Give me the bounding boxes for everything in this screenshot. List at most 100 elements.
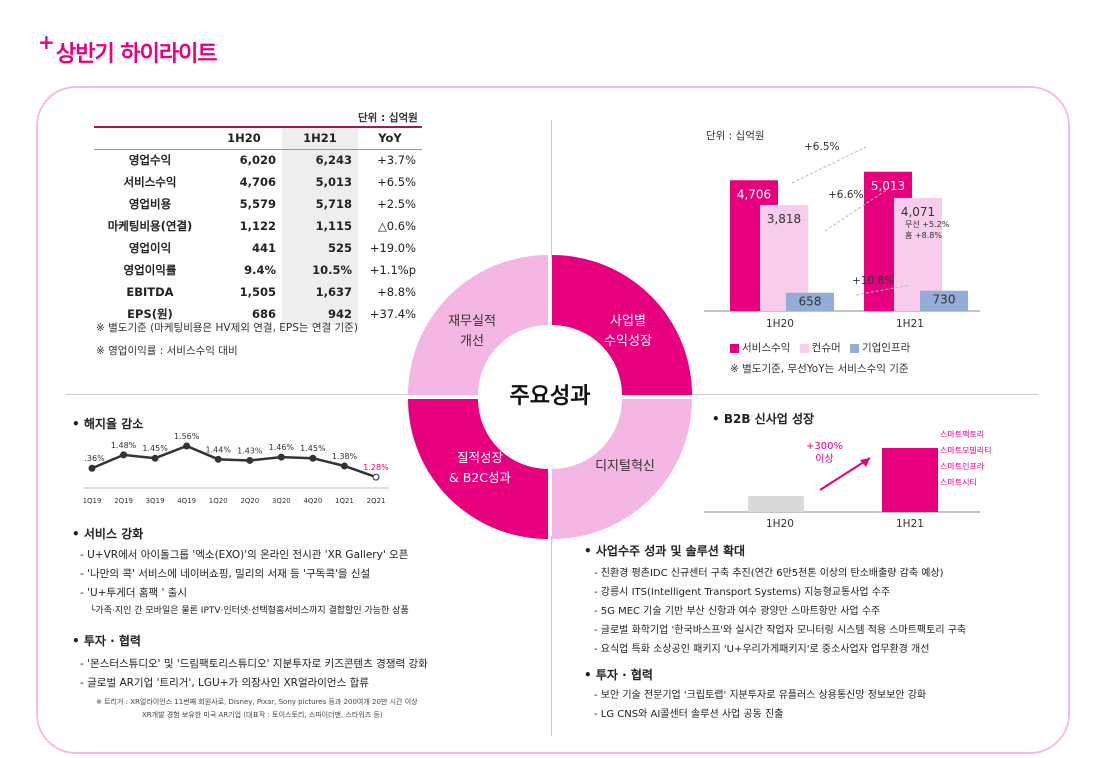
rev-pct-top: +6.5% [804, 141, 840, 153]
label: 마케팅비용(연결) [107, 219, 193, 233]
table-header-row: 1H20 1H21 YoY [94, 126, 422, 150]
b2b-segments: 스마트팩토리 스마트모빌리티 스마트인프라 스마트시티 [940, 427, 992, 491]
list-item: - 강릉시 ITS(Intelligent Transport Systems)… [594, 587, 891, 598]
churn-point-4 [214, 455, 222, 463]
services-heading-text: 서비스 강화 [83, 527, 144, 541]
rev-connector-top [791, 146, 867, 184]
orders-heading: • 사업수주 성과 및 솔루션 확대 [584, 544, 746, 558]
label: 영업이익 [128, 241, 172, 255]
list-item: - '나만의 콕' 서비스에 네이버쇼핑, 밀리의 서재 등 '구독콕'을 신설 [80, 568, 371, 580]
donut-q2-business [552, 255, 692, 395]
list-item: - 글로벌 AR기업 '트리거', LGU+가 의장사인 XR얼라이언스 합류 [80, 677, 369, 689]
churn-point-8 [340, 462, 348, 470]
churn-line [91, 444, 377, 479]
services-heading: • 서비스 강화 [72, 527, 144, 541]
invest-right-heading-text: 투자 · 협력 [595, 668, 653, 682]
invest-right-heading: • 투자 · 협력 [584, 668, 653, 682]
cell-yoy: +1.1%p [369, 263, 416, 277]
table-row: EPS(원) 686 942 +37.4% [94, 303, 422, 325]
divider-top [551, 120, 552, 258]
rev-home-line: 홈 +8.8% [905, 231, 942, 240]
churn-value-label-2: 1.45% [142, 444, 168, 453]
donut-q2-label: 사업별 수익성장 [588, 312, 668, 352]
list-item: - 요식업 특화 소상공인 패키지 'U+우리가게패키지'로 중소사업자 업무환… [594, 644, 930, 655]
cell-1h21: 6,243 [282, 149, 358, 171]
label: EPS(원) [127, 307, 173, 321]
cell-1h21: 1,115 [282, 215, 358, 237]
list-item: - '몬스터스튜디오' 및 '드림팩토리스튜디오' 지분투자로 키즈콘텐츠 경쟁… [80, 658, 428, 670]
table-header [94, 126, 206, 150]
label: 서비스수익 [123, 175, 177, 189]
churn-point-3 [183, 442, 191, 450]
list-item: - 'U+투게더 홈팩 ' 출시 [80, 587, 188, 599]
b2b-growth-arrow [819, 457, 871, 491]
cell-yoy: +37.4% [369, 307, 416, 321]
rev-bar-label-0-1: 5,013 [871, 179, 905, 193]
churn-tick-label-7: 4Q20 [303, 497, 322, 505]
b2b-arrow-head [860, 458, 870, 467]
churn-point-9 [372, 473, 380, 481]
footnote-line: XR개발 경험 보유한 미국 AR기업 (대표작 : 토이스토리, 스파이더맨,… [142, 711, 383, 719]
churn-point-5 [246, 456, 254, 464]
title-plus-icon: + [38, 30, 55, 54]
churn-value-label-8: 1.38% [332, 452, 358, 461]
cell-1h21: 942 [282, 303, 358, 325]
donut-center-label: 주요성과 [509, 384, 591, 409]
donut-q3-line2: & B2C성과 [449, 470, 511, 485]
donut-q2-line1: 사업별 [610, 314, 646, 329]
table-row: 마케팅비용(연결) 1,122 1,115 △0.6% [94, 215, 422, 237]
churn-line-chart: 1.36% 1Q19 1.48% 2Q19 1.45% 3Q19 1.56% 4Q19 1.44… [84, 432, 389, 505]
table-row: EBITDA 1,505 1,637 +8.8% [94, 281, 422, 303]
rev-connector-mid [824, 188, 889, 232]
label: 영업비용 [128, 197, 172, 211]
churn-value-label-5: 1.43% [237, 446, 263, 455]
orders-list: - 친환경 평촌IDC 신규센터 구축 추진(연간 6만5천톤 이상의 탄소배출… [594, 564, 1064, 659]
donut-q1-line2: 개선 [460, 334, 484, 349]
divider-left [66, 394, 412, 395]
rev-xlabel-1h20: 1H20 [766, 318, 794, 330]
table-header: 1H20 [206, 126, 282, 150]
cell-yoy: +6.5% [377, 175, 416, 189]
legend-enterprise-swatch [849, 343, 859, 353]
b2b-xlabel-1h20: 1H20 [766, 518, 794, 530]
b2b-annotation-text: 이상 [815, 454, 834, 465]
b2b-segment-label: 스마트시티 [940, 478, 977, 487]
cell-1h20: 441 [251, 241, 276, 255]
list-item: - 5G MEC 기술 기반 부산 신항과 여수 광양만 스마트항만 사업 수주 [594, 606, 881, 617]
legend-service-label: 서비스수익 [742, 342, 791, 354]
legend-consumer-swatch [799, 343, 809, 353]
donut-q4-label: 디지털혁신 [595, 459, 655, 474]
churn-tick-label-3: 4Q19 [177, 497, 196, 505]
fin-unit: 단위 : 십억원 [358, 112, 418, 124]
footnote-line: ※ 트리거 : XR얼라이언스 11번째 회원사로, Disney, Pixar… [96, 698, 418, 706]
donut-q3-quality [408, 399, 548, 539]
orders-heading-text: 사업수주 성과 및 솔루션 확대 [595, 544, 746, 558]
cell-1h20: 1,505 [239, 285, 276, 299]
b2b-heading-text: B2B 신사업 성장 [723, 412, 815, 426]
page-title: 상반기 하이라이트 [56, 42, 218, 67]
churn-tick-label-9: 2Q21 [367, 497, 386, 505]
b2b-bar-1 [882, 448, 938, 512]
churn-point-7 [309, 454, 317, 462]
b2b-annotation-pct: +300% [806, 441, 843, 452]
donut-q1-label: 재무실적 개선 [432, 312, 512, 352]
cell-1h20: 1,122 [239, 219, 276, 233]
table-header: YoY [358, 126, 422, 150]
churn-value-label-9: 1.28% [363, 463, 389, 472]
divider-right [690, 394, 1038, 395]
rev-pct-low: +10.8% [852, 275, 895, 287]
cell-1h20: 6,020 [239, 153, 276, 168]
b2b-segment-label: 스마트모빌리티 [940, 446, 992, 455]
list-item: - LG CNS와 AI콜센터 솔루션 사업 공동 진출 [594, 709, 784, 720]
churn-tick-label-1: 2Q19 [114, 497, 133, 505]
invest-left-list: - '몬스터스튜디오' 및 '드림팩토리스튜디오' 지분투자로 키즈콘텐츠 경쟁… [80, 655, 550, 693]
table-row: 영업비용 5,579 5,718 +2.5% [94, 193, 422, 215]
churn-point-6 [277, 453, 285, 461]
rev-bar-label-2-1: 730 [933, 293, 956, 307]
table-row: 영업이익 441 525 +19.0% [94, 237, 422, 259]
table-row: 영업이익률 9.4% 10.5% +1.1%p [94, 259, 422, 281]
donut-q1-line1: 재무실적 [448, 314, 496, 329]
rev-unit: 단위 : 십억원 [706, 130, 765, 142]
churn-point-1 [120, 451, 128, 459]
invest-left-footnote: ※ 트리거 : XR얼라이언스 11번째 회원사로, Disney, Pixar… [96, 696, 546, 722]
